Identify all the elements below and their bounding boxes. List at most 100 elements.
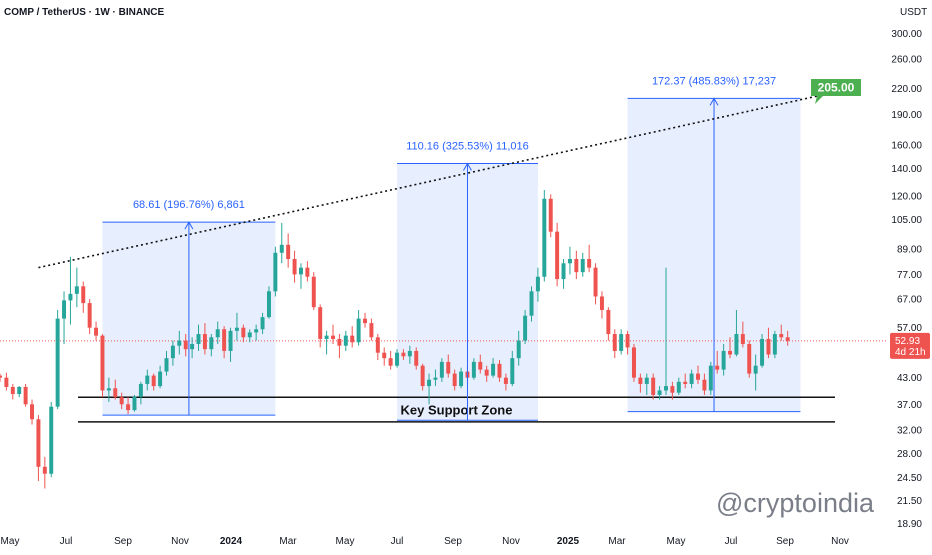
candle-body-108[interactable] — [689, 373, 694, 384]
candle-body-52[interactable] — [331, 335, 335, 339]
candle-body-61[interactable] — [388, 358, 393, 366]
candle-body-82[interactable] — [523, 315, 528, 341]
candle-body-65[interactable] — [414, 350, 419, 366]
candle-body-81[interactable] — [516, 340, 521, 359]
candle-body-70[interactable] — [446, 361, 451, 374]
candle-body-98[interactable] — [625, 334, 630, 348]
candle-body-16[interactable] — [100, 335, 105, 391]
candle-body-9[interactable] — [55, 318, 60, 407]
candle-body-118[interactable] — [753, 365, 758, 374]
candle-body-77[interactable] — [491, 363, 496, 376]
candle-body-42[interactable] — [266, 291, 271, 318]
candle-body-56[interactable] — [356, 318, 361, 343]
candle-body-43[interactable] — [273, 252, 278, 292]
candle-body-41[interactable] — [260, 317, 265, 330]
candle-body-93[interactable] — [593, 267, 598, 297]
candle-body-57[interactable] — [363, 318, 368, 324]
candle-body-13[interactable] — [81, 286, 86, 304]
candle-body-8[interactable] — [49, 406, 54, 474]
candle-body-6[interactable] — [36, 419, 41, 467]
candle-body-121[interactable] — [772, 334, 777, 355]
candle-body-12[interactable] — [74, 286, 79, 294]
candle-body-49[interactable] — [311, 276, 316, 308]
candle-body-45[interactable] — [286, 244, 291, 259]
candle-body-14[interactable] — [87, 303, 92, 328]
candle-body-120[interactable] — [766, 338, 771, 355]
candle-body-102[interactable] — [651, 377, 656, 395]
candle-body-20[interactable] — [126, 404, 131, 411]
candle-body-17[interactable] — [106, 388, 111, 391]
candle-body-54[interactable] — [343, 335, 348, 346]
candle-body-117[interactable] — [747, 343, 752, 374]
candle-body-46[interactable] — [292, 258, 297, 275]
candle-body-68[interactable] — [433, 377, 438, 380]
candle-body-104[interactable] — [664, 386, 668, 391]
candle-body-51[interactable] — [324, 335, 329, 339]
candle-body-35[interactable] — [222, 329, 227, 351]
candle-body-11[interactable] — [68, 293, 73, 301]
candle-body-19[interactable] — [119, 397, 124, 405]
candle-body-105[interactable] — [670, 386, 675, 393]
candle-body-119[interactable] — [760, 338, 765, 366]
candle-body-25[interactable] — [158, 371, 163, 387]
candle-body-50[interactable] — [318, 307, 323, 339]
candle-body-15[interactable] — [94, 327, 99, 336]
candle-body-122[interactable] — [779, 334, 784, 338]
candle-body-31[interactable] — [196, 334, 201, 344]
candle-body-86[interactable] — [548, 198, 553, 232]
candle-body-63[interactable] — [401, 352, 406, 357]
candle-body-62[interactable] — [395, 352, 400, 366]
candle-body-69[interactable] — [439, 361, 444, 378]
candle-body-4[interactable] — [23, 386, 28, 405]
price-axis[interactable]: 300.00 260.00 220.00 190.00 160.00 140.00 120.… — [891, 29, 922, 530]
candle-body-76[interactable] — [484, 369, 489, 376]
candle-body-71[interactable] — [452, 373, 457, 387]
candle-body-103[interactable] — [657, 390, 662, 395]
candle-body-83[interactable] — [529, 291, 534, 316]
candle-body-106[interactable] — [676, 381, 681, 393]
time-axis[interactable]: May Jul Sep Nov 2024 Mar May Jul Sep Nov 2025 Mar Ma… — [1, 536, 849, 547]
candle-body-100[interactable] — [638, 377, 643, 384]
candle-body-92[interactable] — [587, 258, 592, 268]
candle-body-53[interactable] — [337, 338, 342, 346]
candle-body-99[interactable] — [631, 347, 636, 378]
candle-body-111[interactable] — [708, 365, 713, 391]
candle-body-113[interactable] — [721, 350, 726, 370]
candle-body-123[interactable] — [785, 337, 790, 341]
candle-body-90[interactable] — [574, 258, 579, 273]
candle-body-84[interactable] — [535, 276, 540, 292]
candle-body-5[interactable] — [30, 404, 35, 420]
candle-body-2[interactable] — [10, 386, 15, 395]
candle-body-34[interactable] — [215, 329, 220, 338]
candle-body-27[interactable] — [170, 345, 175, 359]
candle-body-38[interactable] — [241, 327, 246, 338]
candle-body-30[interactable] — [190, 343, 195, 350]
candle-body-1[interactable] — [4, 377, 9, 387]
candle-body-94[interactable] — [599, 296, 604, 310]
candle-body-10[interactable] — [62, 300, 67, 319]
candle-body-59[interactable] — [375, 337, 380, 353]
candle-body-67[interactable] — [427, 379, 432, 387]
candle-body-72[interactable] — [459, 371, 464, 387]
candle-body-80[interactable] — [510, 358, 515, 384]
candle-body-0[interactable] — [0, 375, 2, 378]
candle-body-74[interactable] — [471, 361, 476, 378]
candle-body-88[interactable] — [561, 263, 566, 280]
target-price-callout[interactable]: 205.00 — [811, 79, 861, 104]
candle-body-112[interactable] — [715, 365, 720, 370]
candle-body-32[interactable] — [202, 334, 207, 350]
candle-body-64[interactable] — [407, 350, 412, 357]
candle-body-96[interactable] — [612, 334, 617, 351]
candle-body-7[interactable] — [42, 466, 47, 474]
candle-body-75[interactable] — [478, 361, 483, 370]
candles-layer[interactable] — [0, 189, 790, 489]
candle-body-60[interactable] — [382, 352, 387, 359]
candle-body-26[interactable] — [164, 358, 169, 372]
candle-body-44[interactable] — [279, 244, 284, 253]
candle-body-58[interactable] — [369, 323, 374, 338]
candle-body-36[interactable] — [228, 330, 233, 351]
candle-body-101[interactable] — [644, 377, 649, 384]
candle-body-85[interactable] — [542, 198, 547, 277]
candle-body-115[interactable] — [734, 334, 739, 355]
